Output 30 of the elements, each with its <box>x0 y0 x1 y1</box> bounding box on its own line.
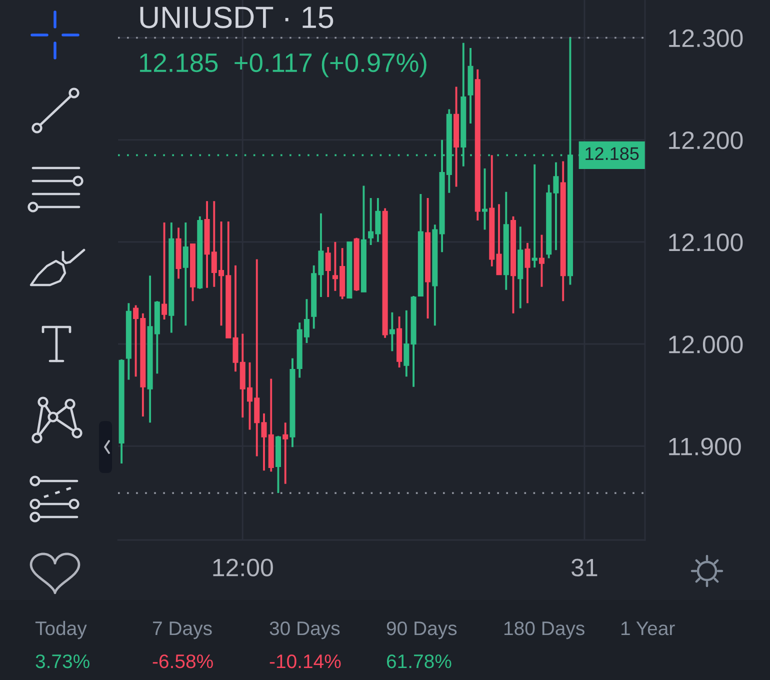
candlestick <box>538 234 544 288</box>
category-label: 180 Days <box>504 621 584 640</box>
text: 12.185 +0.117 (+0.97%) <box>140 52 426 78</box>
x-tick-label: 12:00 <box>213 558 273 576</box>
category-label: 7 Days <box>152 622 212 640</box>
text: 3.73% <box>36 654 90 668</box>
text: 61.78% <box>386 654 452 668</box>
candlestick <box>482 167 488 231</box>
ref-line-label: 12.185 <box>586 147 639 160</box>
category-label: 30 Days <box>270 621 340 640</box>
y-tick-label: 12.200 <box>669 131 743 150</box>
candlestick <box>524 242 530 304</box>
category-label: 1 Year <box>621 622 675 636</box>
y-tick-label: 12.000 <box>669 336 743 354</box>
y-tick-label: 12.100 <box>669 234 743 252</box>
text: -6.58% <box>152 654 213 668</box>
candlestick <box>532 163 538 268</box>
y-tick-label: 11.900 <box>669 438 741 456</box>
candlestick <box>404 309 410 378</box>
category-label: 90 Days <box>386 621 457 640</box>
candlestick <box>162 222 168 320</box>
candlestick <box>282 422 288 485</box>
y-tick-label: 12.300 <box>669 29 743 48</box>
candlestick <box>325 246 331 298</box>
candlestick <box>182 222 188 327</box>
chart-title: UNIUSDT · 15 <box>140 6 334 28</box>
text: -10.14% <box>270 654 341 668</box>
x-tick-label: 31 <box>572 558 598 576</box>
category-label: Today <box>35 620 87 640</box>
candlestick <box>389 311 395 352</box>
